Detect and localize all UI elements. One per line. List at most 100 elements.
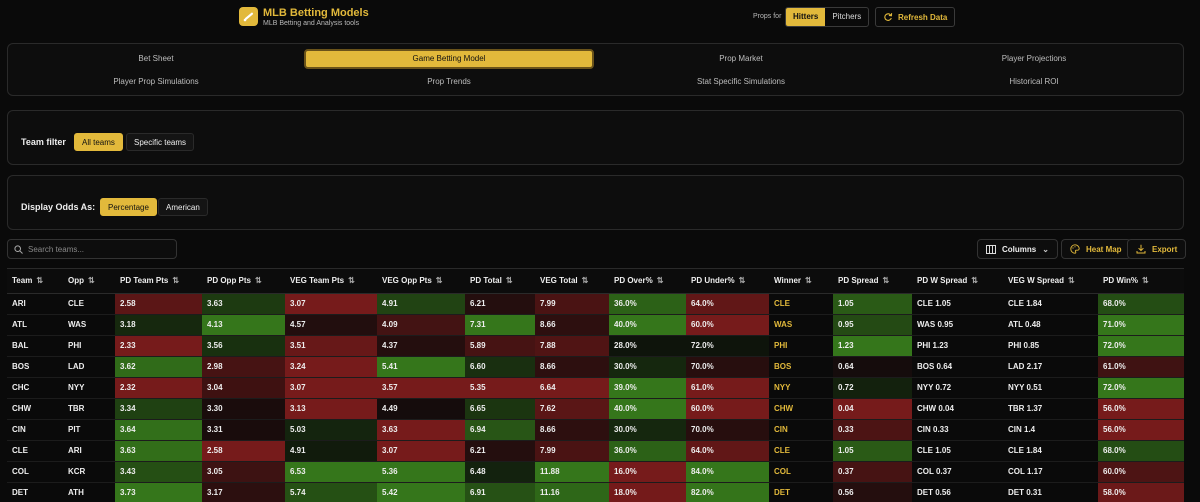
nav-prop-market[interactable]: Prop Market <box>719 54 763 63</box>
column-header[interactable]: VEG Team Pts ⇅ <box>285 269 377 294</box>
sort-icon[interactable]: ⇅ <box>882 276 890 286</box>
all-teams-button[interactable]: All teams <box>74 133 123 151</box>
column-header[interactable]: VEG W Spread ⇅ <box>1003 269 1098 294</box>
table-cell: 40.0% <box>609 314 686 336</box>
table-cell: PIT <box>63 419 115 441</box>
column-header[interactable]: PD W Spread ⇅ <box>912 269 1003 294</box>
table-cell: 68.0% <box>1098 293 1184 315</box>
props-hitters-button[interactable]: Hitters <box>786 8 826 26</box>
sort-icon[interactable]: ⇅ <box>255 276 262 286</box>
table-cell: 18.0% <box>609 482 686 502</box>
percentage-button[interactable]: Percentage <box>100 198 157 216</box>
sort-icon[interactable]: ⇅ <box>1142 276 1149 286</box>
table-row[interactable]: CHC NYY 2.32 3.04 3.07 3.57 5.35 6.64 39.0% 61.0%… <box>7 377 1184 399</box>
sort-icon[interactable]: ⇅ <box>435 276 443 286</box>
sort-icon[interactable]: ⇅ <box>738 276 746 286</box>
refresh-icon <box>884 13 893 21</box>
table-cell: 1.05 <box>833 293 912 315</box>
table-cell: CLE <box>7 440 63 462</box>
table-cell: 72.0% <box>686 335 769 357</box>
table-row[interactable]: BAL PHI 2.33 3.56 3.51 4.37 5.89 7.88 28.0% 72.0%… <box>7 335 1184 357</box>
column-header[interactable]: VEG Total ⇅ <box>535 269 609 294</box>
sort-icon[interactable]: ⇅ <box>656 276 664 286</box>
table-cell: 6.60 <box>465 356 535 378</box>
sort-icon[interactable]: ⇅ <box>581 276 589 286</box>
search-box <box>7 239 177 259</box>
table-cell: 64.0% <box>686 440 769 462</box>
table-cell: 28.0% <box>609 335 686 357</box>
table-cell: 5.35 <box>465 377 535 399</box>
column-header[interactable]: Winner ⇅ <box>769 269 833 294</box>
table-row[interactable]: ARI CLE 2.58 3.63 3.07 4.91 6.21 7.99 36.0% 64.0%… <box>7 293 1184 315</box>
column-header[interactable]: VEG Opp Pts ⇅ <box>377 269 465 294</box>
nav-player-projections[interactable]: Player Projections <box>1001 54 1067 63</box>
table-row[interactable]: CIN PIT 3.64 3.31 5.03 3.63 6.94 8.66 30.0% 70.0%… <box>7 419 1184 441</box>
column-header[interactable]: PD Total ⇅ <box>465 269 535 294</box>
column-header-label: PD W Spread <box>917 276 968 286</box>
column-header[interactable]: PD Team Pts ⇅ <box>115 269 202 294</box>
table-cell: 6.53 <box>285 461 377 483</box>
sort-icon[interactable]: ⇅ <box>1068 276 1075 286</box>
table-cell: 8.66 <box>535 314 609 336</box>
table-cell: 56.0% <box>1098 419 1184 441</box>
sort-icon[interactable]: ⇅ <box>88 276 95 286</box>
table-cell: COL 0.37 <box>912 461 1003 483</box>
sort-icon[interactable]: ⇅ <box>36 276 44 286</box>
table-row[interactable]: COL KCR 3.43 3.05 6.53 5.36 6.48 11.88 16.0% 84.0… <box>7 461 1184 483</box>
sort-icon[interactable]: ⇅ <box>805 276 812 286</box>
sort-icon[interactable]: ⇅ <box>505 276 513 286</box>
table-cell: 3.73 <box>115 482 202 502</box>
table-cell: 6.21 <box>465 293 535 315</box>
table-cell: 3.07 <box>285 377 377 399</box>
top-bar: MLB Betting Models MLB Betting and Analy… <box>0 0 1200 36</box>
columns-button[interactable]: Columns ⌄ <box>977 239 1058 259</box>
table-row[interactable]: BOS LAD 3.62 2.98 3.24 5.41 6.60 8.66 30.0% 70.0%… <box>7 356 1184 378</box>
refresh-data-button[interactable]: Refresh Data <box>875 7 956 27</box>
search-input[interactable] <box>28 244 168 254</box>
table-cell: 36.0% <box>609 293 686 315</box>
table-cell: 82.0% <box>686 482 769 502</box>
table-cell: 6.48 <box>465 461 535 483</box>
nav-historical-roi[interactable]: Historical ROI <box>1009 77 1059 86</box>
specific-teams-button[interactable]: Specific teams <box>126 133 195 151</box>
table-cell: PHI <box>769 335 833 357</box>
table-row[interactable]: DET ATH 3.73 3.17 5.74 5.42 6.91 11.16 18.0% 82.0… <box>7 482 1184 502</box>
column-header[interactable]: PD Under% ⇅ <box>686 269 769 294</box>
table-cell: 40.0% <box>609 398 686 420</box>
table-row[interactable]: CHW TBR 3.34 3.30 3.13 4.49 6.65 7.62 40.0% 60.0%… <box>7 398 1184 420</box>
palette-icon <box>1070 244 1080 254</box>
nav-stat-specific-simulations[interactable]: Stat Specific Simulations <box>696 77 786 86</box>
column-header[interactable]: PD Over% ⇅ <box>609 269 686 294</box>
table-row[interactable]: ATL WAS 3.18 4.13 4.57 4.09 7.31 8.66 40.0% 60.0%… <box>7 314 1184 336</box>
table-cell: 6.65 <box>465 398 535 420</box>
nav-player-prop-simulations[interactable]: Player Prop Simulations <box>113 77 199 86</box>
props-pitchers-button[interactable]: Pitchers <box>832 12 862 21</box>
column-header[interactable]: PD Opp Pts ⇅ <box>202 269 285 294</box>
nav-bet-sheet[interactable]: Bet Sheet <box>138 54 174 63</box>
column-header[interactable]: PD Win% ⇅ <box>1098 269 1184 294</box>
table-cell: 58.0% <box>1098 482 1184 502</box>
table-row[interactable]: CLE ARI 3.63 2.58 4.91 3.07 6.21 7.99 36.0% 64.0%… <box>7 440 1184 462</box>
sort-icon[interactable]: ⇅ <box>971 276 978 286</box>
table-cell: NYY <box>769 377 833 399</box>
column-header[interactable]: Opp ⇅ <box>63 269 115 294</box>
table-cell: 0.72 <box>833 377 912 399</box>
download-icon <box>1136 244 1146 254</box>
table-cell: 0.04 <box>833 398 912 420</box>
column-header[interactable]: PD Spread ⇅ <box>833 269 912 294</box>
sort-icon[interactable]: ⇅ <box>172 276 180 286</box>
nav-prop-trends[interactable]: Prop Trends <box>427 77 471 86</box>
table-cell: CHW 0.04 <box>912 398 1003 420</box>
table-cell: TBR 1.37 <box>1003 398 1098 420</box>
table-cell: 3.24 <box>285 356 377 378</box>
american-button[interactable]: American <box>158 198 208 216</box>
export-button[interactable]: Export <box>1127 239 1187 259</box>
column-header[interactable]: Team ⇅ <box>7 269 63 294</box>
chevron-down-icon: ⌄ <box>1042 244 1049 254</box>
heat-map-button[interactable]: Heat Map <box>1061 239 1131 259</box>
nav-game-betting-model[interactable]: Game Betting Model <box>304 49 594 69</box>
table-cell: 2.32 <box>115 377 202 399</box>
table-cell: 3.31 <box>202 419 285 441</box>
sort-icon[interactable]: ⇅ <box>348 276 355 286</box>
table-cell: CLE 1.84 <box>1003 293 1098 315</box>
